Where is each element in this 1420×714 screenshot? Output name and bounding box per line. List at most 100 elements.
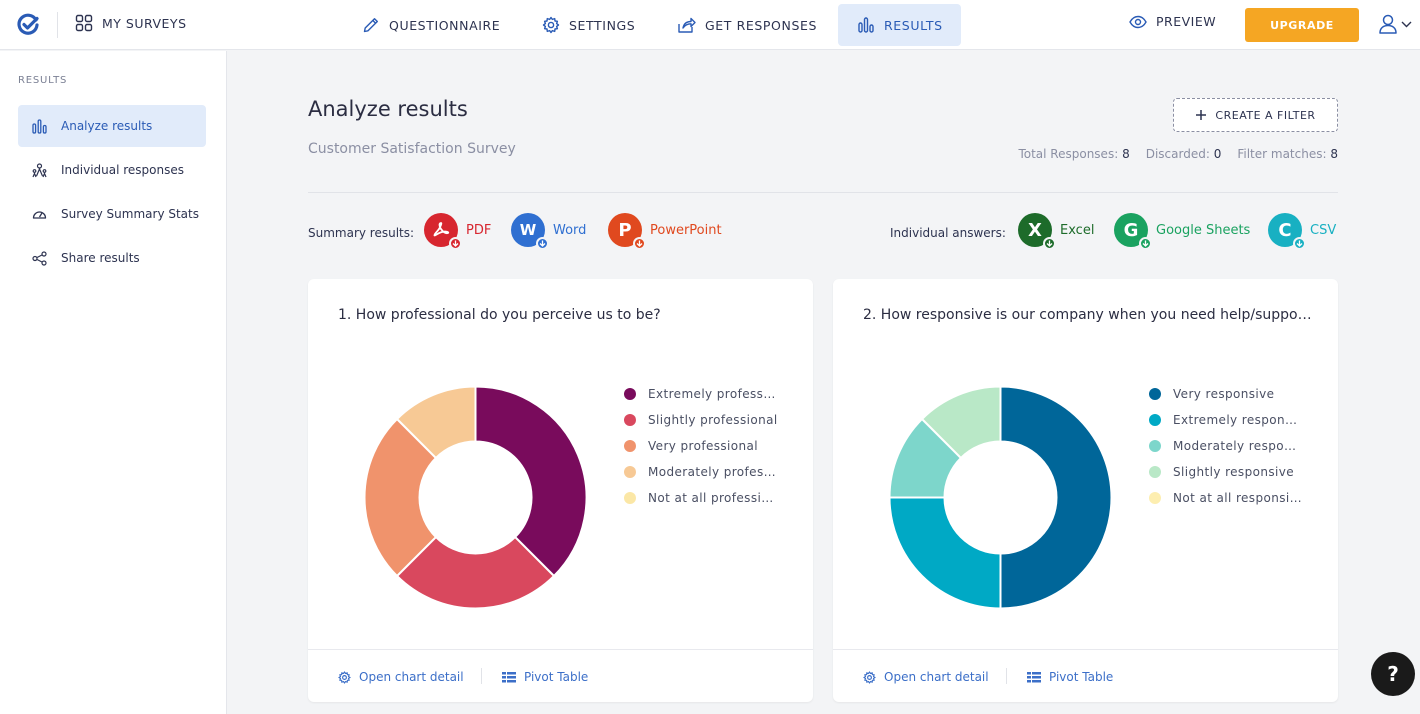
slice-very-professional[interactable] xyxy=(363,417,438,578)
open-chart-detail-link[interactable]: Open chart detail xyxy=(863,670,989,684)
legend-label: Extremely responsi... xyxy=(1173,413,1303,427)
link-label: Open chart detail xyxy=(884,670,989,684)
sidebar-item-label: Share results xyxy=(61,251,140,265)
word-icon: W xyxy=(511,213,549,250)
sidebar-item-label: Individual responses xyxy=(61,163,185,177)
donut-chart[interactable] xyxy=(363,385,588,610)
export-excel-button[interactable]: X Excel xyxy=(1018,213,1094,250)
grid-icon xyxy=(75,14,93,32)
slice-extremely-responsive[interactable] xyxy=(888,496,1002,610)
stat-label: Total Responses: xyxy=(1018,147,1119,161)
create-filter-button[interactable]: CREATE A FILTER xyxy=(1173,98,1338,132)
export-powerpoint-button[interactable]: P PowerPoint xyxy=(608,213,722,250)
stat-value: 0 xyxy=(1213,147,1222,161)
user-icon xyxy=(1379,14,1397,34)
legend-swatch xyxy=(624,414,636,426)
tab-label: SETTINGS xyxy=(569,17,636,33)
chart-legend: Extremely professio... Slightly professio… xyxy=(624,381,778,511)
legend-item[interactable]: Not at all professio... xyxy=(624,485,778,511)
pivot-table-link[interactable]: Pivot Table xyxy=(1027,670,1113,684)
user-menu[interactable] xyxy=(1378,13,1412,35)
legend-item[interactable]: Moderately professi... xyxy=(624,459,778,485)
slice-slightly-responsive[interactable] xyxy=(920,385,1002,460)
download-icon xyxy=(1139,237,1152,250)
download-icon xyxy=(536,237,549,250)
app-logo-icon[interactable] xyxy=(16,13,40,37)
response-stats: Total Responses: 8 Discarded: 0 Filter m… xyxy=(1018,147,1338,161)
tab-get-responses[interactable]: GET RESPONSES xyxy=(658,4,836,46)
my-surveys-link[interactable]: MY SURVEYS xyxy=(75,14,187,32)
sidebar-item-label: Analyze results xyxy=(61,119,153,133)
legend-label: Moderately professi... xyxy=(648,465,778,479)
tab-settings[interactable]: SETTINGS xyxy=(523,4,654,46)
question-title: 2. How responsive is our company when yo… xyxy=(863,307,1313,323)
sidebar-item-share-results[interactable]: Share results xyxy=(18,237,206,279)
legend-label: Extremely professio... xyxy=(648,387,778,401)
gear-icon xyxy=(338,670,351,684)
legend-item[interactable]: Extremely professio... xyxy=(624,381,778,407)
tab-results[interactable]: RESULTS xyxy=(838,4,961,46)
gauge-icon xyxy=(32,210,47,219)
people-icon xyxy=(32,162,47,177)
legend-swatch xyxy=(1149,492,1161,504)
export-google-sheets-button[interactable]: G Google Sheets xyxy=(1114,213,1251,250)
page-title: Analyze results xyxy=(308,97,468,121)
total-responses: Total Responses: 8 xyxy=(1018,147,1129,161)
export-pdf-button[interactable]: PDF xyxy=(424,213,491,250)
legend-swatch xyxy=(1149,388,1161,400)
sidebar-item-individual-responses[interactable]: Individual responses xyxy=(18,149,206,191)
chevron-down-icon xyxy=(1401,21,1412,28)
legend-label: Moderately respon... xyxy=(1173,439,1303,453)
google-sheets-icon: G xyxy=(1114,213,1152,250)
legend-item[interactable]: Very professional xyxy=(624,433,778,459)
sidebar: RESULTS Analyze results Individual respo… xyxy=(0,51,227,714)
share-nodes-icon xyxy=(32,250,47,266)
export-label: CSV xyxy=(1310,222,1337,238)
slice-moderately-professional[interactable] xyxy=(395,385,477,460)
powerpoint-icon: P xyxy=(608,213,646,250)
export-csv-button[interactable]: C CSV xyxy=(1268,213,1337,250)
legend-swatch xyxy=(1149,414,1161,426)
help-button[interactable]: ? xyxy=(1371,652,1415,696)
donut-chart[interactable] xyxy=(888,385,1113,610)
pencil-icon xyxy=(363,18,378,33)
legend-item[interactable]: Not at all responsive xyxy=(1149,485,1303,511)
export-word-button[interactable]: W Word xyxy=(511,213,587,250)
my-surveys-label: MY SURVEYS xyxy=(102,15,187,31)
preview-button[interactable]: PREVIEW xyxy=(1129,14,1216,29)
plus-icon xyxy=(1196,110,1207,120)
slice-slightly-professional[interactable] xyxy=(395,535,556,610)
slice-very-responsive[interactable] xyxy=(999,385,1113,610)
legend-item[interactable]: Slightly responsive xyxy=(1149,459,1303,485)
upgrade-button[interactable]: UPGRADE xyxy=(1245,8,1359,42)
chart-card: 1. How professional do you perceive us t… xyxy=(308,279,813,702)
sidebar-item-survey-summary-stats[interactable]: Survey Summary Stats xyxy=(18,193,206,235)
sidebar-item-label: Survey Summary Stats xyxy=(61,207,199,221)
legend-item[interactable]: Very responsive xyxy=(1149,381,1303,407)
sidebar-item-analyze-results[interactable]: Analyze results xyxy=(18,105,206,147)
table-icon xyxy=(1027,671,1041,682)
legend-item[interactable]: Moderately respon... xyxy=(1149,433,1303,459)
question-title: 1. How professional do you perceive us t… xyxy=(338,307,661,323)
legend-swatch xyxy=(1149,466,1161,478)
slice-extremely-professional[interactable] xyxy=(474,385,588,578)
tab-questionnaire[interactable]: QUESTIONNAIRE xyxy=(343,4,519,46)
open-chart-detail-link[interactable]: Open chart detail xyxy=(338,670,464,684)
stat-label: Filter matches: xyxy=(1237,147,1327,161)
export-label: Word xyxy=(553,222,587,238)
filter-matches: Filter matches: 8 xyxy=(1237,147,1338,161)
export-label: Google Sheets xyxy=(1156,222,1251,238)
bar-chart-icon xyxy=(32,118,47,134)
download-icon xyxy=(1043,237,1056,250)
top-bar: MY SURVEYS QUESTIONNAIRE SETTINGS GET RE… xyxy=(0,0,1420,50)
pivot-table-link[interactable]: Pivot Table xyxy=(502,670,588,684)
link-label: Pivot Table xyxy=(1049,670,1114,684)
legend-item[interactable]: Slightly professional xyxy=(624,407,778,433)
legend-item[interactable]: Extremely responsi... xyxy=(1149,407,1303,433)
download-icon xyxy=(633,237,646,250)
legend-label: Slightly professional xyxy=(648,413,778,427)
legend-label: Very professional xyxy=(648,439,759,453)
link-label: Pivot Table xyxy=(524,670,589,684)
create-filter-label: CREATE A FILTER xyxy=(1215,108,1316,122)
badge-letter: G xyxy=(1123,219,1139,241)
